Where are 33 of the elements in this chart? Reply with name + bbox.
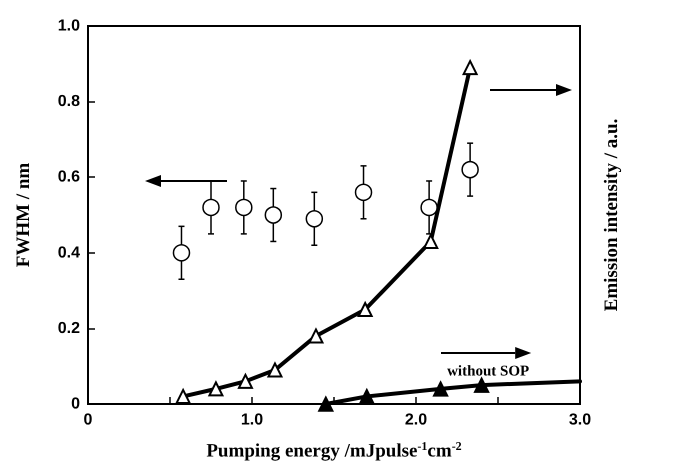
legend-label: without SOP (447, 363, 530, 380)
point (264, 206, 282, 224)
point (474, 377, 490, 393)
y-axis-title: FWHM / nm (13, 162, 34, 268)
point (176, 388, 191, 404)
point (318, 396, 334, 412)
y-tick-label: 0.8 (58, 93, 80, 110)
point (172, 244, 190, 262)
y2-axis-title: Emission intensity / a.u. (601, 118, 622, 312)
point (235, 198, 253, 216)
x-tick-label: 2.0 (404, 412, 428, 428)
point (461, 160, 479, 178)
y-tick-label: 0.2 (58, 320, 80, 337)
point (306, 210, 324, 228)
point (267, 362, 282, 378)
y-tick-label: 0.6 (58, 168, 80, 186)
y-tick-label: 1.0 (58, 18, 80, 34)
point (359, 388, 375, 404)
point (202, 198, 220, 216)
point (423, 234, 438, 249)
point (238, 374, 253, 389)
point (432, 381, 448, 397)
point (462, 60, 478, 76)
x-tick-label: 0 (84, 412, 93, 428)
point (420, 198, 438, 216)
point (208, 381, 224, 396)
x-tick-label: 3.0 (568, 412, 592, 428)
y-tick-label: 0.4 (58, 244, 80, 262)
point (354, 184, 372, 202)
y-tick-label: 0 (71, 396, 80, 412)
x-tick-label: 1.0 (240, 412, 264, 428)
point (358, 302, 373, 317)
point (308, 328, 324, 344)
